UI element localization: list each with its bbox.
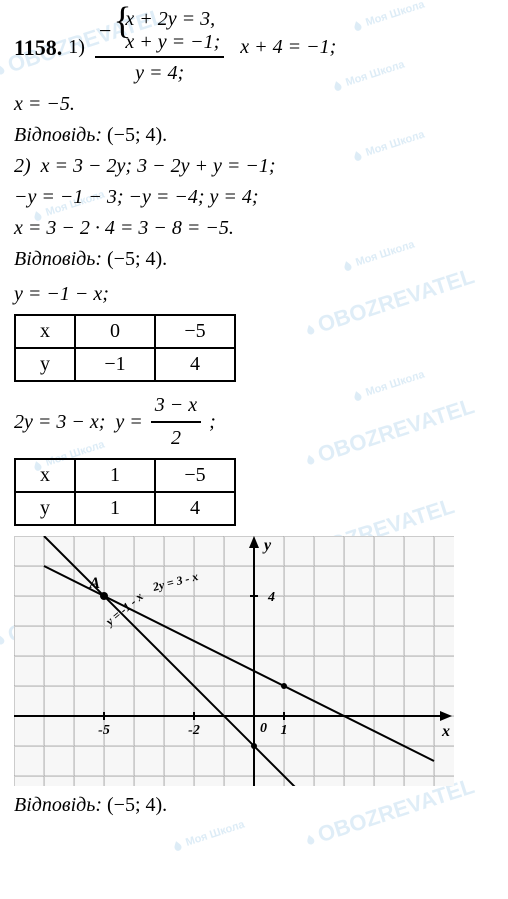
svg-text:0: 0: [260, 721, 267, 736]
answer1-row: Відповідь: (−5; 4).: [14, 122, 494, 149]
t2-c21: 1: [75, 492, 155, 525]
table-row: x 0 −5: [15, 315, 235, 348]
t1-c12: −5: [155, 315, 235, 348]
system-line2: x + y = −1;: [125, 31, 220, 54]
part2-label: 2): [14, 155, 31, 177]
t2-c12: −5: [155, 459, 235, 492]
table2: x 1 −5 y 1 4: [14, 458, 236, 526]
t2-h1: x: [15, 459, 75, 492]
svg-text:2y = 3 - x: 2y = 3 - x: [150, 569, 199, 594]
t2-h2: y: [15, 492, 75, 525]
svg-text:4: 4: [267, 590, 275, 605]
right-eq: x + 4 = −1;: [240, 34, 336, 61]
table1-intro: y = −1 − x;: [14, 281, 494, 308]
part1-label: 1): [68, 34, 85, 61]
y-eq-prefix: y =: [115, 409, 142, 436]
t1-c22: 4: [155, 348, 235, 381]
answer-label-1: Відповідь:: [14, 124, 102, 146]
system-line1: x + 2y = 3,: [125, 8, 220, 31]
part2-line3: x = 3 − 2 · 4 = 3 − 8 = −5.: [14, 215, 494, 242]
problem-header: 1158. 1) − x + 2y = 3, x + y = −1; y = 4…: [14, 8, 494, 87]
table-row: y 1 4: [15, 492, 235, 525]
t2-intro-a: 2y = 3 − x;: [14, 409, 105, 436]
graph: x y 0 -5 -2 1 4 2y = 3 - xy = -1 - xA: [14, 536, 454, 786]
x-eq: x = −5.: [14, 91, 494, 118]
svg-text:A: A: [88, 575, 100, 592]
graph-svg: x y 0 -5 -2 1 4 2y = 3 - xy = -1 - xA: [14, 536, 454, 786]
t1-h1: x: [15, 315, 75, 348]
page: 1158. 1) − x + 2y = 3, x + y = −1; y = 4…: [0, 0, 508, 831]
svg-text:y: y: [262, 537, 272, 554]
answer3-row: Відповідь: (−5; 4).: [14, 792, 494, 819]
svg-text:y = -1 - x: y = -1 - x: [101, 589, 145, 629]
svg-text:1: 1: [281, 723, 288, 738]
t1-c21: −1: [75, 348, 155, 381]
semicolon: ;: [209, 409, 216, 436]
answer-label-2: Відповідь:: [14, 248, 102, 270]
answer2-row: Відповідь: (−5; 4).: [14, 246, 494, 273]
system-fraction: − x + 2y = 3, x + y = −1; y = 4;: [95, 8, 224, 87]
t2-c22: 4: [155, 492, 235, 525]
fraction-den: y = 4;: [95, 58, 224, 87]
answer2: (−5; 4).: [107, 248, 167, 270]
answer3: (−5; 4).: [107, 794, 167, 816]
table2-intro: 2y = 3 − x; y = 3 − x 2 ;: [14, 392, 494, 452]
table1: x 0 −5 y −1 4: [14, 314, 236, 382]
part2-eq1: x = 3 − 2y; 3 − 2y + y = −1;: [41, 155, 276, 177]
part2-line2: −y = −1 − 3; −y = −4; y = 4;: [14, 184, 494, 211]
minus-prefix: −: [99, 16, 111, 46]
part2-line1: 2) x = 3 − 2y; 3 − 2y + y = −1;: [14, 153, 494, 180]
answer-label-3: Відповідь:: [14, 794, 102, 816]
frac-3-x-2: 3 − x 2: [151, 392, 201, 452]
frac-top: 3 − x: [151, 392, 201, 423]
system-brace: x + 2y = 3, x + y = −1;: [113, 8, 220, 54]
svg-text:x: x: [441, 723, 450, 740]
table-row: y −1 4: [15, 348, 235, 381]
table-row: x 1 −5: [15, 459, 235, 492]
t2-c11: 1: [75, 459, 155, 492]
t1-h2: y: [15, 348, 75, 381]
answer1: (−5; 4).: [107, 124, 167, 146]
t1-c11: 0: [75, 315, 155, 348]
frac-bot: 2: [151, 423, 201, 452]
svg-text:-5: -5: [98, 723, 110, 738]
svg-text:-2: -2: [188, 723, 200, 738]
problem-number: 1158.: [14, 33, 62, 63]
